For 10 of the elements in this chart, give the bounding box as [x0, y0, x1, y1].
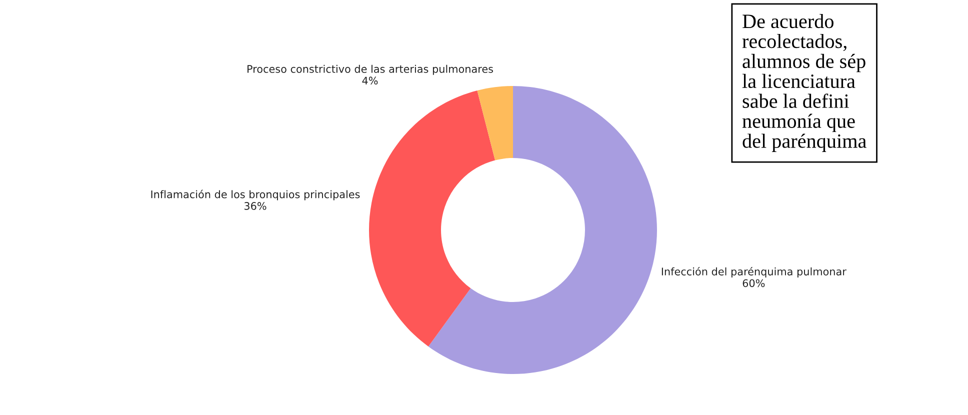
data-label: 36% [244, 202, 266, 210]
slice-label: Inflamación de los bronquios principales [151, 190, 360, 200]
slice-label: Infección del parénquima pulmonar [662, 266, 846, 278]
data-label: 4% [362, 76, 378, 85]
text: De acuerdo recolectados, alumnos de sép la licenciatura sabe la defini neumonía que del parénquima [742, 14, 866, 152]
slice-label: Proceso constrictivo de las arterias pulmonares [248, 64, 493, 75]
donut-slice [477, 86, 513, 160]
donut-slice [428, 86, 657, 374]
donut-slice [369, 90, 496, 346]
data-label: 60% [742, 279, 765, 288]
